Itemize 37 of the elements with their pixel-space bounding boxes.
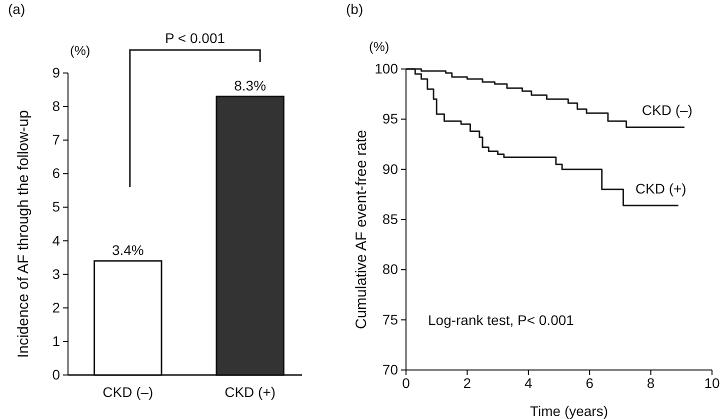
y-tick-label: 1 xyxy=(52,332,60,349)
chart-title: (a) xyxy=(8,1,26,17)
x-tick-label: CKD (–) xyxy=(102,384,154,400)
y-axis-title: Cumulative AF event-free rate xyxy=(353,130,370,330)
chart-title: (b) xyxy=(346,1,364,17)
y-tick-label: 70 xyxy=(382,361,398,378)
x-tick-label: 10 xyxy=(704,374,720,391)
data-label: 8.3% xyxy=(234,77,266,94)
x-tick-label: CKD (+) xyxy=(224,384,276,400)
annotation: Log-rank test, P< 0.001 xyxy=(428,312,574,328)
y-tick-label: 100 xyxy=(374,60,398,76)
y-tick-label: 2 xyxy=(52,299,60,316)
x-axis-title: Time (years) xyxy=(530,403,608,419)
y-tick-label: 9 xyxy=(52,64,60,80)
y-tick-label: 85 xyxy=(382,210,398,227)
y-tick-label: 5 xyxy=(52,198,60,215)
y-axis-title: Incidence of AF through the follow-up xyxy=(15,110,32,358)
y-tick-label: 4 xyxy=(52,232,60,248)
y-tick-label: 8 xyxy=(52,98,60,114)
y-tick-label: 75 xyxy=(382,311,398,328)
text: (%) xyxy=(70,43,90,58)
y-tick-label: 80 xyxy=(382,261,398,278)
x-tick-label: 4 xyxy=(524,374,532,391)
y-tick-label: 6 xyxy=(52,165,60,182)
y-tick-label: 95 xyxy=(382,110,398,127)
x-tick-label: 0 xyxy=(402,374,410,391)
y-tick-label: 7 xyxy=(52,132,60,148)
x-tick-label: 2 xyxy=(463,374,472,391)
series-label: CKD (+) xyxy=(635,180,686,196)
data-label: 3.4% xyxy=(112,242,144,258)
y-tick-label: 90 xyxy=(382,160,398,177)
text: (%) xyxy=(369,39,390,54)
text: P < 0.001 xyxy=(164,30,226,46)
y-tick-label: 3 xyxy=(52,266,60,282)
series-label: CKD (–) xyxy=(642,102,692,118)
x-tick-label: 6 xyxy=(586,374,594,391)
x-tick-label: 8 xyxy=(646,374,655,391)
